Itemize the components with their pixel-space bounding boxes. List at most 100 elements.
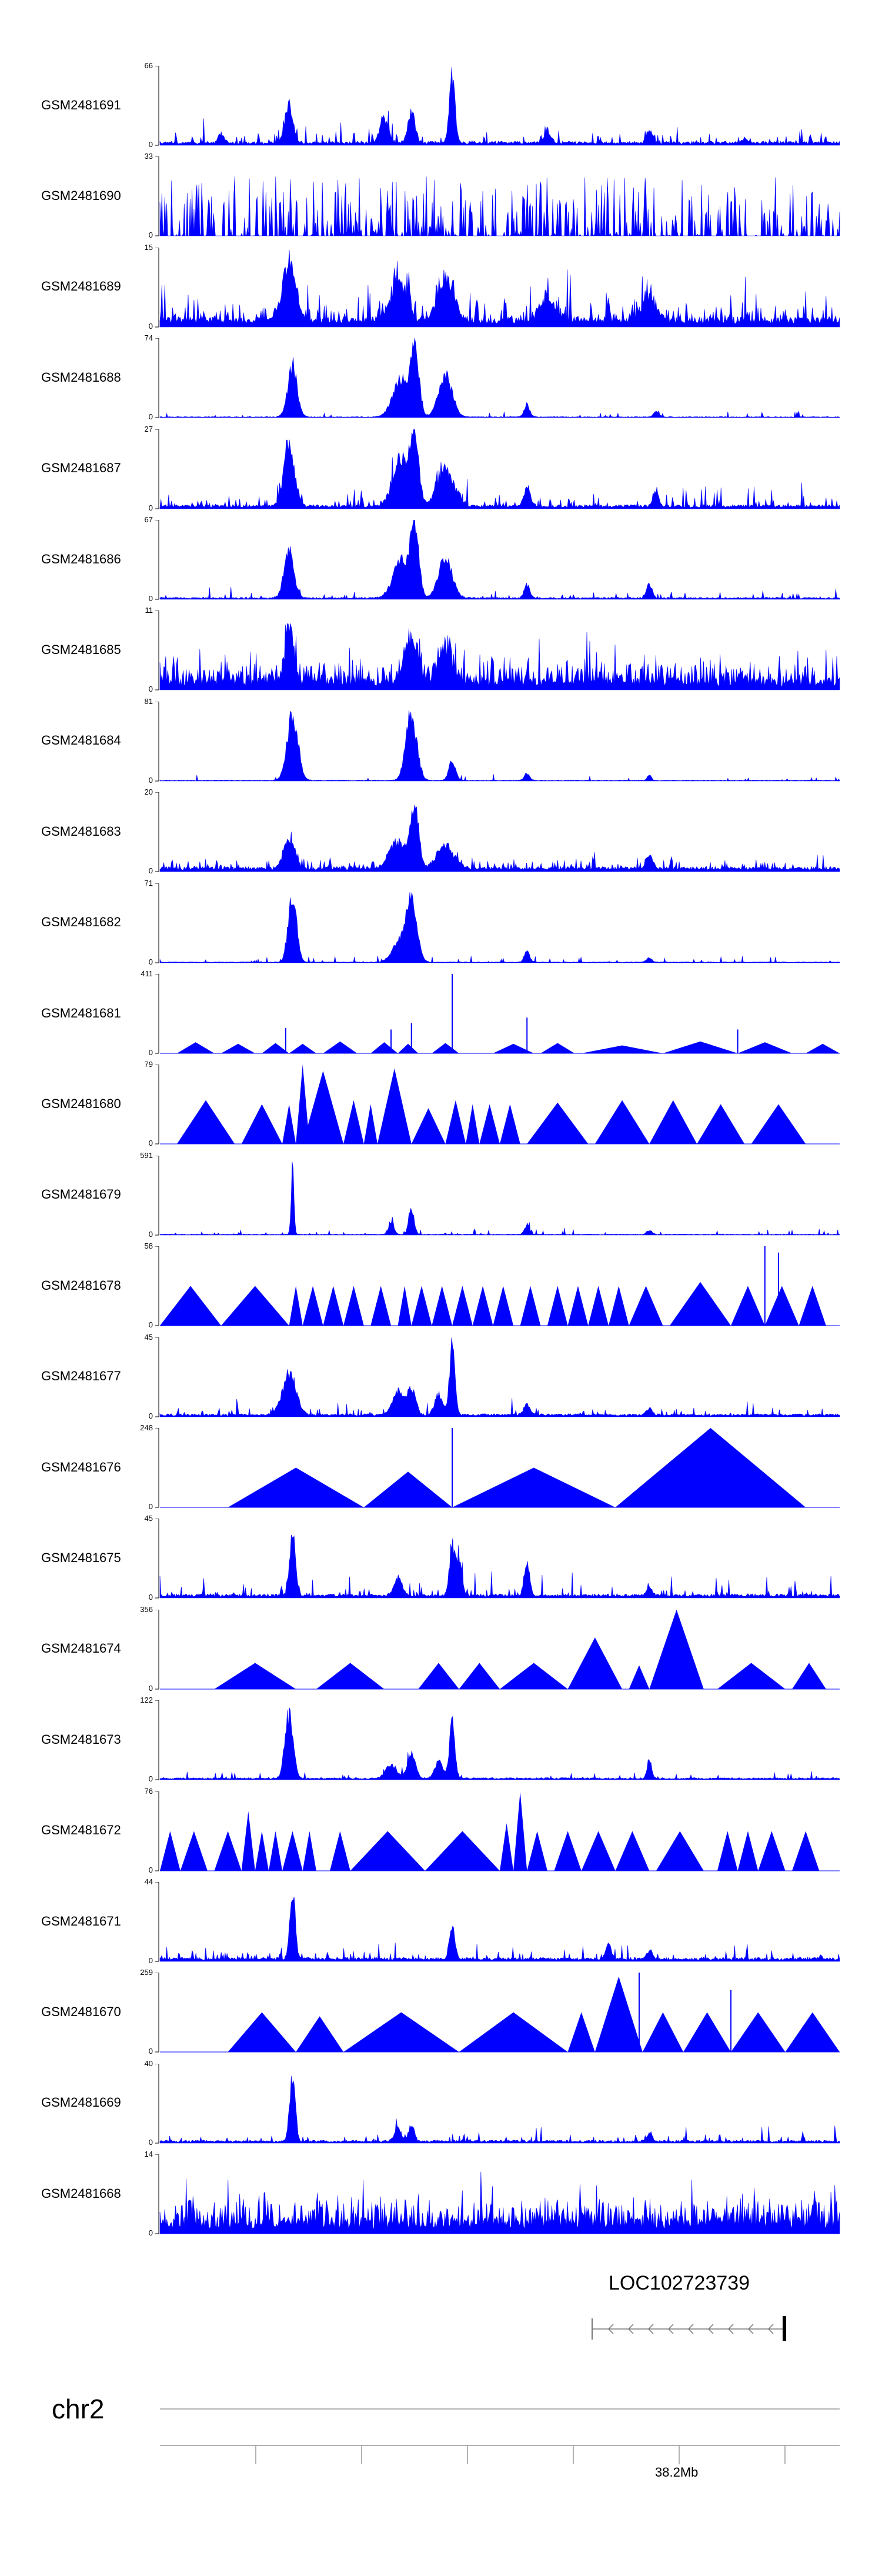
strand-arrow-icon xyxy=(647,2324,654,2334)
y-min-label: 0 xyxy=(148,321,153,331)
signal-peak xyxy=(758,1831,786,1871)
signal-area xyxy=(159,338,840,418)
signal-peak xyxy=(567,1286,589,1326)
signal-peak xyxy=(459,2012,568,2053)
signal-peak xyxy=(520,1286,541,1326)
signal-area xyxy=(159,623,840,690)
signal-peak xyxy=(792,1663,826,1689)
track-label: GSM2481684 xyxy=(41,733,121,748)
signal-peak xyxy=(302,1286,323,1326)
signal-peak xyxy=(289,1043,316,1053)
signal-peak xyxy=(642,2012,684,2053)
signal-peak xyxy=(547,1286,568,1326)
signal-peak xyxy=(737,1042,793,1053)
signal-peak xyxy=(363,1104,377,1144)
signal-peak xyxy=(282,1831,303,1871)
gene-model xyxy=(592,2316,786,2341)
signal-peak xyxy=(214,1663,296,1689)
track-label: GSM2481672 xyxy=(41,1823,121,1838)
signal-peak xyxy=(411,1108,446,1144)
signal-area xyxy=(159,67,840,146)
signal-peak xyxy=(663,1041,738,1053)
signal-area xyxy=(159,249,840,328)
signal-peak xyxy=(323,1286,344,1326)
y-max-label: 259 xyxy=(140,1968,153,1977)
signal-area xyxy=(159,1535,840,1599)
signal-peak xyxy=(799,1286,826,1326)
signal-area xyxy=(159,1337,840,1417)
strand-arrow-icon xyxy=(667,2324,674,2334)
signal-peak xyxy=(629,1286,663,1326)
track-GSM2481669: GSM2481669 40 0 xyxy=(0,2060,882,2152)
signal-peak xyxy=(594,1977,643,2053)
signal-peak xyxy=(370,1042,398,1053)
signal-peak xyxy=(370,1286,392,1326)
signal-peak xyxy=(241,1811,255,1871)
track-GSM2481680: GSM2481680 79 0 xyxy=(0,1060,882,1153)
y-min-label: 0 xyxy=(148,2137,153,2147)
signal-peak xyxy=(228,1467,364,1507)
track-label: GSM2481674 xyxy=(41,1641,121,1656)
signal-peak xyxy=(180,1831,208,1871)
y-min-label: 0 xyxy=(148,957,153,966)
signal-peak xyxy=(221,1286,289,1326)
signal-peak xyxy=(527,1831,547,1871)
track-plot xyxy=(155,1065,840,1144)
y-max-label: 122 xyxy=(140,1696,153,1705)
signal-peak xyxy=(649,1100,697,1144)
signal-area xyxy=(159,2076,840,2144)
y-min-label: 0 xyxy=(148,412,153,422)
track-plot xyxy=(155,156,840,237)
track-plot xyxy=(155,66,840,146)
signal-peak xyxy=(323,1041,358,1053)
track-label: GSM2481676 xyxy=(41,1459,121,1474)
signal-area xyxy=(159,1162,840,1236)
y-min-label: 0 xyxy=(148,1865,153,1874)
track-plot xyxy=(155,429,840,509)
signal-peak xyxy=(255,1831,269,1871)
signal-peak xyxy=(737,1831,759,1871)
track-plot xyxy=(155,1155,840,1236)
track-plot xyxy=(155,2063,840,2144)
y-min-label: 0 xyxy=(148,140,153,149)
signal-peak xyxy=(751,1104,806,1144)
track-plot xyxy=(155,2154,840,2234)
track-plot xyxy=(155,1246,840,1326)
signal-peak xyxy=(567,2012,595,2053)
signal-area xyxy=(159,709,840,782)
track-label: GSM2481670 xyxy=(41,2004,121,2019)
y-max-label: 58 xyxy=(144,1242,153,1251)
signal-peak xyxy=(493,1286,514,1326)
signal-area xyxy=(159,892,840,963)
signal-peak xyxy=(418,1663,459,1689)
track-label: GSM2481681 xyxy=(41,1005,121,1020)
signal-peak xyxy=(594,1100,650,1144)
signal-peak xyxy=(792,1831,820,1871)
track-label: GSM2481679 xyxy=(41,1187,121,1202)
track-label: GSM2481689 xyxy=(41,279,121,294)
signal-peak xyxy=(296,2016,344,2053)
signal-peak xyxy=(764,1286,799,1326)
signal-peak xyxy=(160,1831,181,1871)
signal-peak xyxy=(683,2012,731,2053)
signal-peak xyxy=(176,1042,215,1053)
y-max-label: 71 xyxy=(144,878,153,887)
axis-tick-label: 38.2Mb xyxy=(655,2465,699,2480)
strand-arrow-icon xyxy=(627,2324,634,2334)
track-label: GSM2481685 xyxy=(41,642,121,657)
track-plot xyxy=(155,792,840,872)
track-label: GSM2481688 xyxy=(41,369,121,385)
signal-peak xyxy=(608,1286,629,1326)
y-max-label: 11 xyxy=(145,606,153,615)
signal-peak xyxy=(629,1665,650,1689)
signal-peak xyxy=(296,1065,310,1144)
track-GSM2481682: GSM2481682 71 0 xyxy=(0,879,882,972)
signal-peak xyxy=(588,1286,609,1326)
strand-arrow-icon xyxy=(727,2324,734,2334)
y-max-label: 411 xyxy=(141,969,153,978)
signal-peak xyxy=(452,1467,616,1507)
signal-peak xyxy=(479,1104,500,1144)
signal-area xyxy=(159,429,840,509)
track-label: GSM2481686 xyxy=(41,551,121,566)
signal-area xyxy=(159,805,840,872)
